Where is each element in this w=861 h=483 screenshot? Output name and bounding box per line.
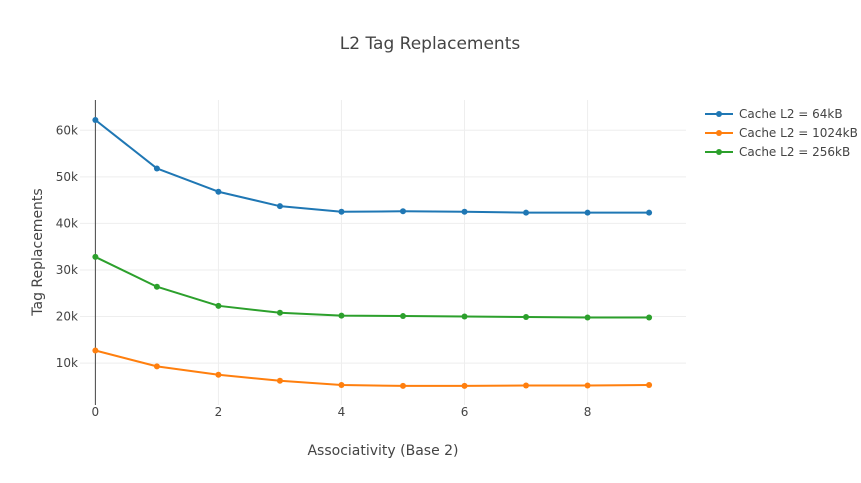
legend-label: Cache L2 = 256kB (739, 145, 850, 159)
data-point (153, 363, 160, 370)
y-tick-label: 50k (56, 170, 78, 184)
legend-item-3[interactable]: Cache L2 = 256kB (705, 145, 850, 159)
y-axis-title: Tag Replacements (30, 188, 46, 316)
series-line-1 (94, 119, 650, 214)
legend-item-2[interactable]: Cache L2 = 1024kB (705, 126, 858, 140)
legend[interactable]: Cache L2 = 64kB Cache L2 = 1024kB Cache L2… (705, 107, 858, 159)
data-point (215, 188, 222, 195)
data-point (399, 382, 406, 389)
data-point (399, 208, 406, 215)
data-point (92, 253, 99, 260)
data-point (153, 165, 160, 172)
data-point (399, 313, 406, 320)
data-point (584, 209, 591, 216)
grid (80, 100, 686, 405)
data-point (215, 371, 222, 378)
x-axis-title: Associativity (Base 2) (307, 443, 458, 459)
data-point (523, 313, 530, 320)
data-point (646, 381, 653, 388)
data-point (584, 314, 591, 321)
y-tick-label: 10k (56, 356, 78, 370)
data-point (646, 209, 653, 216)
data-point (338, 381, 345, 388)
x-tick-label: 0 (92, 405, 100, 419)
y-tick-label: 30k (56, 263, 78, 277)
chart-title: L2 Tag Replacements (340, 34, 521, 54)
x-tick-label: 2 (215, 405, 223, 419)
data-point (276, 203, 283, 210)
x-tick-label: 6 (461, 405, 469, 419)
data-point (523, 382, 530, 389)
data-point (523, 209, 530, 216)
data-point (215, 302, 222, 309)
axes: 0 2 4 6 8 10k 20k 30k 40k 50k 60k (56, 100, 592, 419)
series-line-3 (94, 256, 650, 319)
legend-label: Cache L2 = 64kB (739, 107, 843, 121)
data-point (276, 377, 283, 384)
plot-area (92, 117, 653, 389)
data-point (584, 382, 591, 389)
x-tick-label: 4 (338, 405, 346, 419)
data-point (153, 283, 160, 290)
y-tick-label: 60k (56, 123, 78, 137)
legend-marker-swatch (716, 111, 722, 117)
legend-marker-swatch (716, 130, 722, 136)
legend-item-1[interactable]: Cache L2 = 64kB (705, 107, 843, 121)
data-point (338, 208, 345, 215)
data-point (92, 117, 99, 124)
data-point (92, 347, 99, 354)
legend-label: Cache L2 = 1024kB (739, 126, 858, 140)
data-point (276, 309, 283, 316)
data-point (461, 313, 468, 320)
x-tick-label: 8 (584, 405, 592, 419)
series-line-2 (95, 349, 650, 387)
data-point (646, 314, 653, 321)
legend-marker-swatch (716, 149, 722, 155)
data-point (338, 312, 345, 319)
data-point (461, 208, 468, 215)
data-point (461, 382, 468, 389)
y-tick-label: 20k (56, 310, 78, 324)
y-tick-label: 40k (56, 216, 78, 230)
